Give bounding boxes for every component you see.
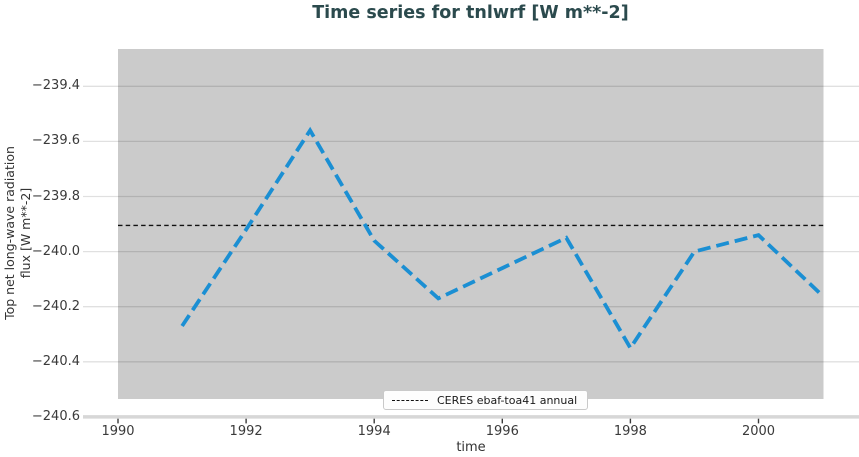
gridlines (83, 85, 859, 363)
y-axis-label: Top net long-wave radiation flux [W m**-… (2, 146, 34, 320)
legend-dashed-line-icon (392, 399, 428, 401)
x-tick-label: 1994 (357, 423, 391, 439)
x-tick-label: 1998 (613, 423, 647, 439)
y-tick-label: −239.8 (31, 188, 80, 204)
y-tick-label: −240.6 (31, 408, 80, 424)
x-tick-label: 2000 (741, 423, 776, 439)
data-series-line (180, 126, 824, 352)
chart-title: Time series for tnlwrf [W m**-2] (312, 3, 629, 23)
x-axis-label: time (456, 440, 486, 455)
y-tick-label: −239.4 (31, 78, 80, 94)
plot-panel (118, 49, 824, 399)
axis-lines-and-ticks (83, 415, 859, 424)
legend: CERES ebaf-toa41 annual (383, 390, 589, 410)
legend-label: CERES ebaf-toa41 annual (437, 393, 578, 407)
y-tick-label: −239.6 (31, 133, 80, 149)
y-tick-label: −240.2 (31, 298, 80, 314)
x-tick-label: 1996 (485, 423, 519, 439)
x-tick-label: 1992 (229, 423, 263, 439)
y-tick-label: −240.0 (31, 243, 80, 259)
x-tick-label: 1990 (101, 423, 135, 439)
y-tick-label: −240.4 (31, 353, 80, 369)
